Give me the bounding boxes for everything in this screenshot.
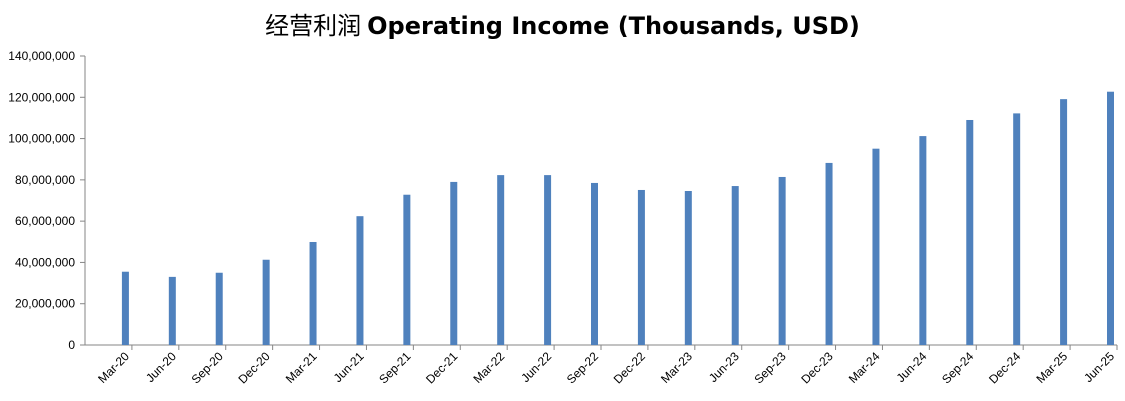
bar-jun-23 (731, 186, 739, 345)
x-tick-label: Mar-24 (846, 349, 883, 386)
bar-dec-20 (262, 259, 270, 345)
x-tick-label: Jun-23 (706, 349, 742, 385)
x-tick-label: Dec-24 (986, 349, 1023, 386)
y-tick-label: 80,000,000 (15, 173, 75, 187)
chart-title: 经营利润 Operating Income (Thousands, USD) (0, 6, 1125, 41)
x-tick-label: Sep-20 (189, 349, 226, 386)
x-tick-label: Dec-23 (798, 349, 835, 386)
bar-mar-21 (309, 241, 317, 345)
x-tick-label: Jun-22 (518, 349, 554, 385)
bar-jun-21 (356, 216, 364, 345)
x-tick-label: Jun-21 (331, 349, 367, 385)
x-tick-label: Mar-20 (95, 349, 132, 386)
x-tick-label: Dec-22 (611, 349, 648, 386)
x-tick-label: Mar-25 (1033, 349, 1070, 386)
bar-mar-20 (121, 271, 129, 345)
x-tick-label: Jun-20 (143, 349, 179, 385)
y-tick-label: 60,000,000 (15, 214, 75, 228)
bar-mar-25 (1060, 99, 1068, 345)
bar-dec-23 (825, 162, 833, 345)
y-tick-label: 100,000,000 (8, 132, 75, 146)
x-tick-label: Dec-20 (236, 349, 273, 386)
bar-mar-22 (497, 175, 505, 345)
bar-dec-21 (450, 181, 458, 345)
x-tick-label: Sep-21 (376, 349, 413, 386)
bar-mar-24 (872, 148, 880, 345)
bar-jun-24 (919, 136, 927, 345)
y-tick-label: 40,000,000 (15, 255, 75, 269)
y-tick-label: 140,000,000 (8, 49, 75, 63)
bar-sep-20 (215, 272, 223, 345)
y-tick-label: 0 (68, 338, 75, 352)
bar-mar-23 (684, 191, 692, 345)
bar-sep-22 (591, 182, 598, 345)
bar-jun-22 (544, 175, 552, 345)
bar-jun-25 (1107, 91, 1114, 345)
bar-sep-21 (403, 194, 411, 345)
x-tick-label: Sep-23 (751, 349, 788, 386)
x-tick-label: Dec-21 (423, 349, 460, 386)
bar-dec-24 (1013, 113, 1021, 345)
chart-title-english: Operating Income (Thousands, USD) (367, 12, 860, 40)
bar-dec-22 (637, 189, 645, 345)
x-tick-label: Sep-22 (564, 349, 601, 386)
x-tick-label: Mar-21 (283, 349, 320, 386)
x-tick-label: Mar-22 (471, 349, 508, 386)
x-tick-label: Mar-23 (658, 349, 695, 386)
x-tick-label: Sep-24 (939, 349, 976, 386)
x-tick-label: Jun-25 (1081, 349, 1117, 385)
bar-sep-23 (778, 176, 786, 345)
bar-jun-20 (168, 276, 176, 345)
y-tick-label: 120,000,000 (8, 90, 75, 104)
x-tick-label: Jun-24 (894, 349, 930, 385)
chart-title-chinese: 经营利润 (265, 12, 362, 40)
y-tick-label: 20,000,000 (15, 297, 75, 311)
bar-sep-24 (966, 119, 974, 345)
